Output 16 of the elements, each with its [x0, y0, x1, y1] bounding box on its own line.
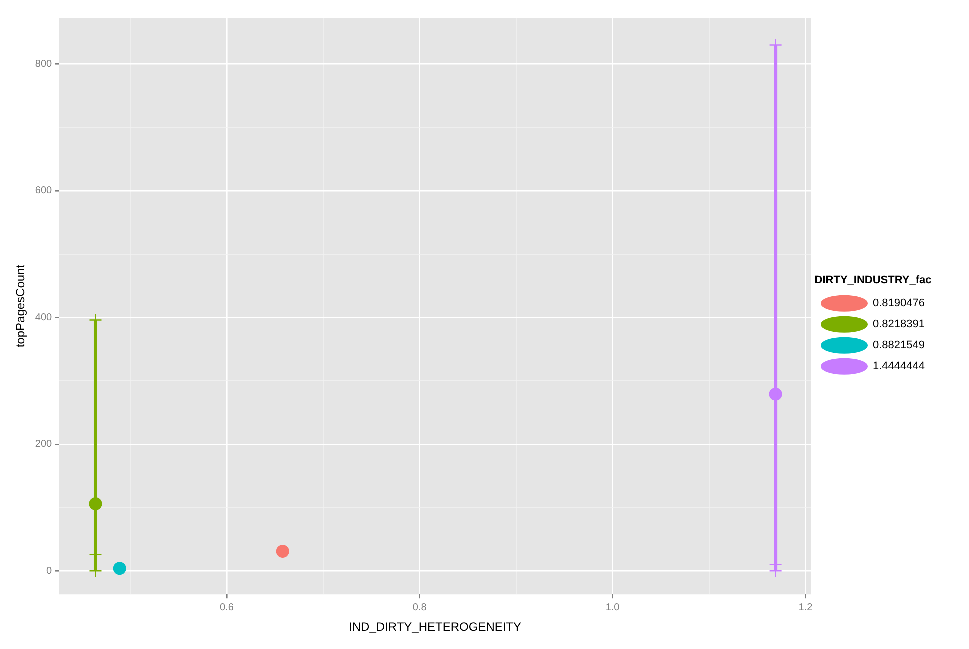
y-tick-label: 400 [35, 312, 53, 324]
legend-label: 0.8190476 [873, 298, 925, 310]
legend-label: 0.8821549 [873, 340, 925, 352]
legend-label: 1.4444444 [873, 360, 925, 373]
x-axis-title: IND_DIRTY_HETEROGENEITY [349, 620, 522, 634]
legend-label: 0.8218391 [873, 318, 925, 331]
y-tick-label: 800 [35, 59, 53, 70]
x-tick-label: 1.0 [606, 602, 620, 614]
x-tick-label: 0.6 [220, 602, 234, 614]
y-tick-label: 200 [35, 439, 53, 450]
x-tick-label: 1.2 [798, 602, 814, 614]
legend-title: DIRTY_INDUSTRY_fac [814, 274, 932, 286]
y-tick-label: 600 [35, 186, 53, 197]
y-tick-label: 0 [46, 566, 53, 577]
y-axis-title: topPagesCount [14, 264, 28, 348]
x-tick-label: 0.8 [412, 602, 428, 614]
